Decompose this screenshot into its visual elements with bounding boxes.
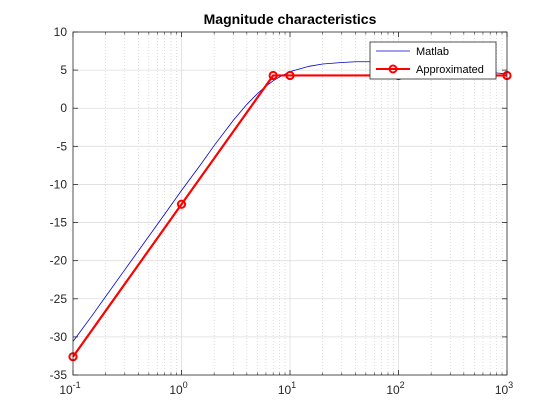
y-tick-label: -20 <box>50 254 68 268</box>
legend-approximated-label: Approximated <box>416 64 484 76</box>
x-tick-label: 102 <box>386 380 404 397</box>
x-tick-label: 10-1 <box>59 380 80 397</box>
chart-title: Magnitude characteristics <box>204 11 377 27</box>
y-tick-label: -5 <box>56 139 67 153</box>
y-tick-label: -30 <box>50 330 68 344</box>
x-tick-exponent: 3 <box>508 380 513 390</box>
x-tick-label: 101 <box>278 380 296 397</box>
x-tick-base: 10 <box>169 383 183 397</box>
data-point-approximated <box>176 199 187 209</box>
data-point-approximated <box>285 70 295 81</box>
x-tick-label: 100 <box>169 380 187 397</box>
x-tick-exponent: 1 <box>291 380 296 390</box>
legend-matlab-label: Matlab <box>416 46 449 58</box>
data-point-approximated <box>268 70 278 81</box>
tick-marks <box>72 31 508 376</box>
legend-approximated-marker <box>388 64 398 74</box>
y-tick-label: -35 <box>50 368 68 382</box>
y-tick-label: 10 <box>54 25 68 39</box>
x-tick-label: 103 <box>495 380 513 397</box>
y-tick-label: -25 <box>50 292 68 306</box>
x-tick-exponent: -1 <box>73 380 81 390</box>
x-tick-base: 10 <box>278 383 292 397</box>
minor-grid <box>105 32 503 375</box>
legend-box <box>369 41 497 80</box>
x-tick-base: 10 <box>59 383 73 397</box>
y-tick-label: -10 <box>50 177 68 191</box>
legend[interactable]: Matlab Approximated <box>369 41 497 80</box>
x-tick-exponent: 2 <box>400 380 405 390</box>
x-tick-base: 10 <box>386 383 400 397</box>
y-tick-label: -15 <box>50 216 68 230</box>
y-tick-label: 5 <box>60 63 67 77</box>
y-tick-label: 0 <box>60 101 67 115</box>
x-tick-exponent: 0 <box>183 380 188 390</box>
x-tick-base: 10 <box>495 383 509 397</box>
